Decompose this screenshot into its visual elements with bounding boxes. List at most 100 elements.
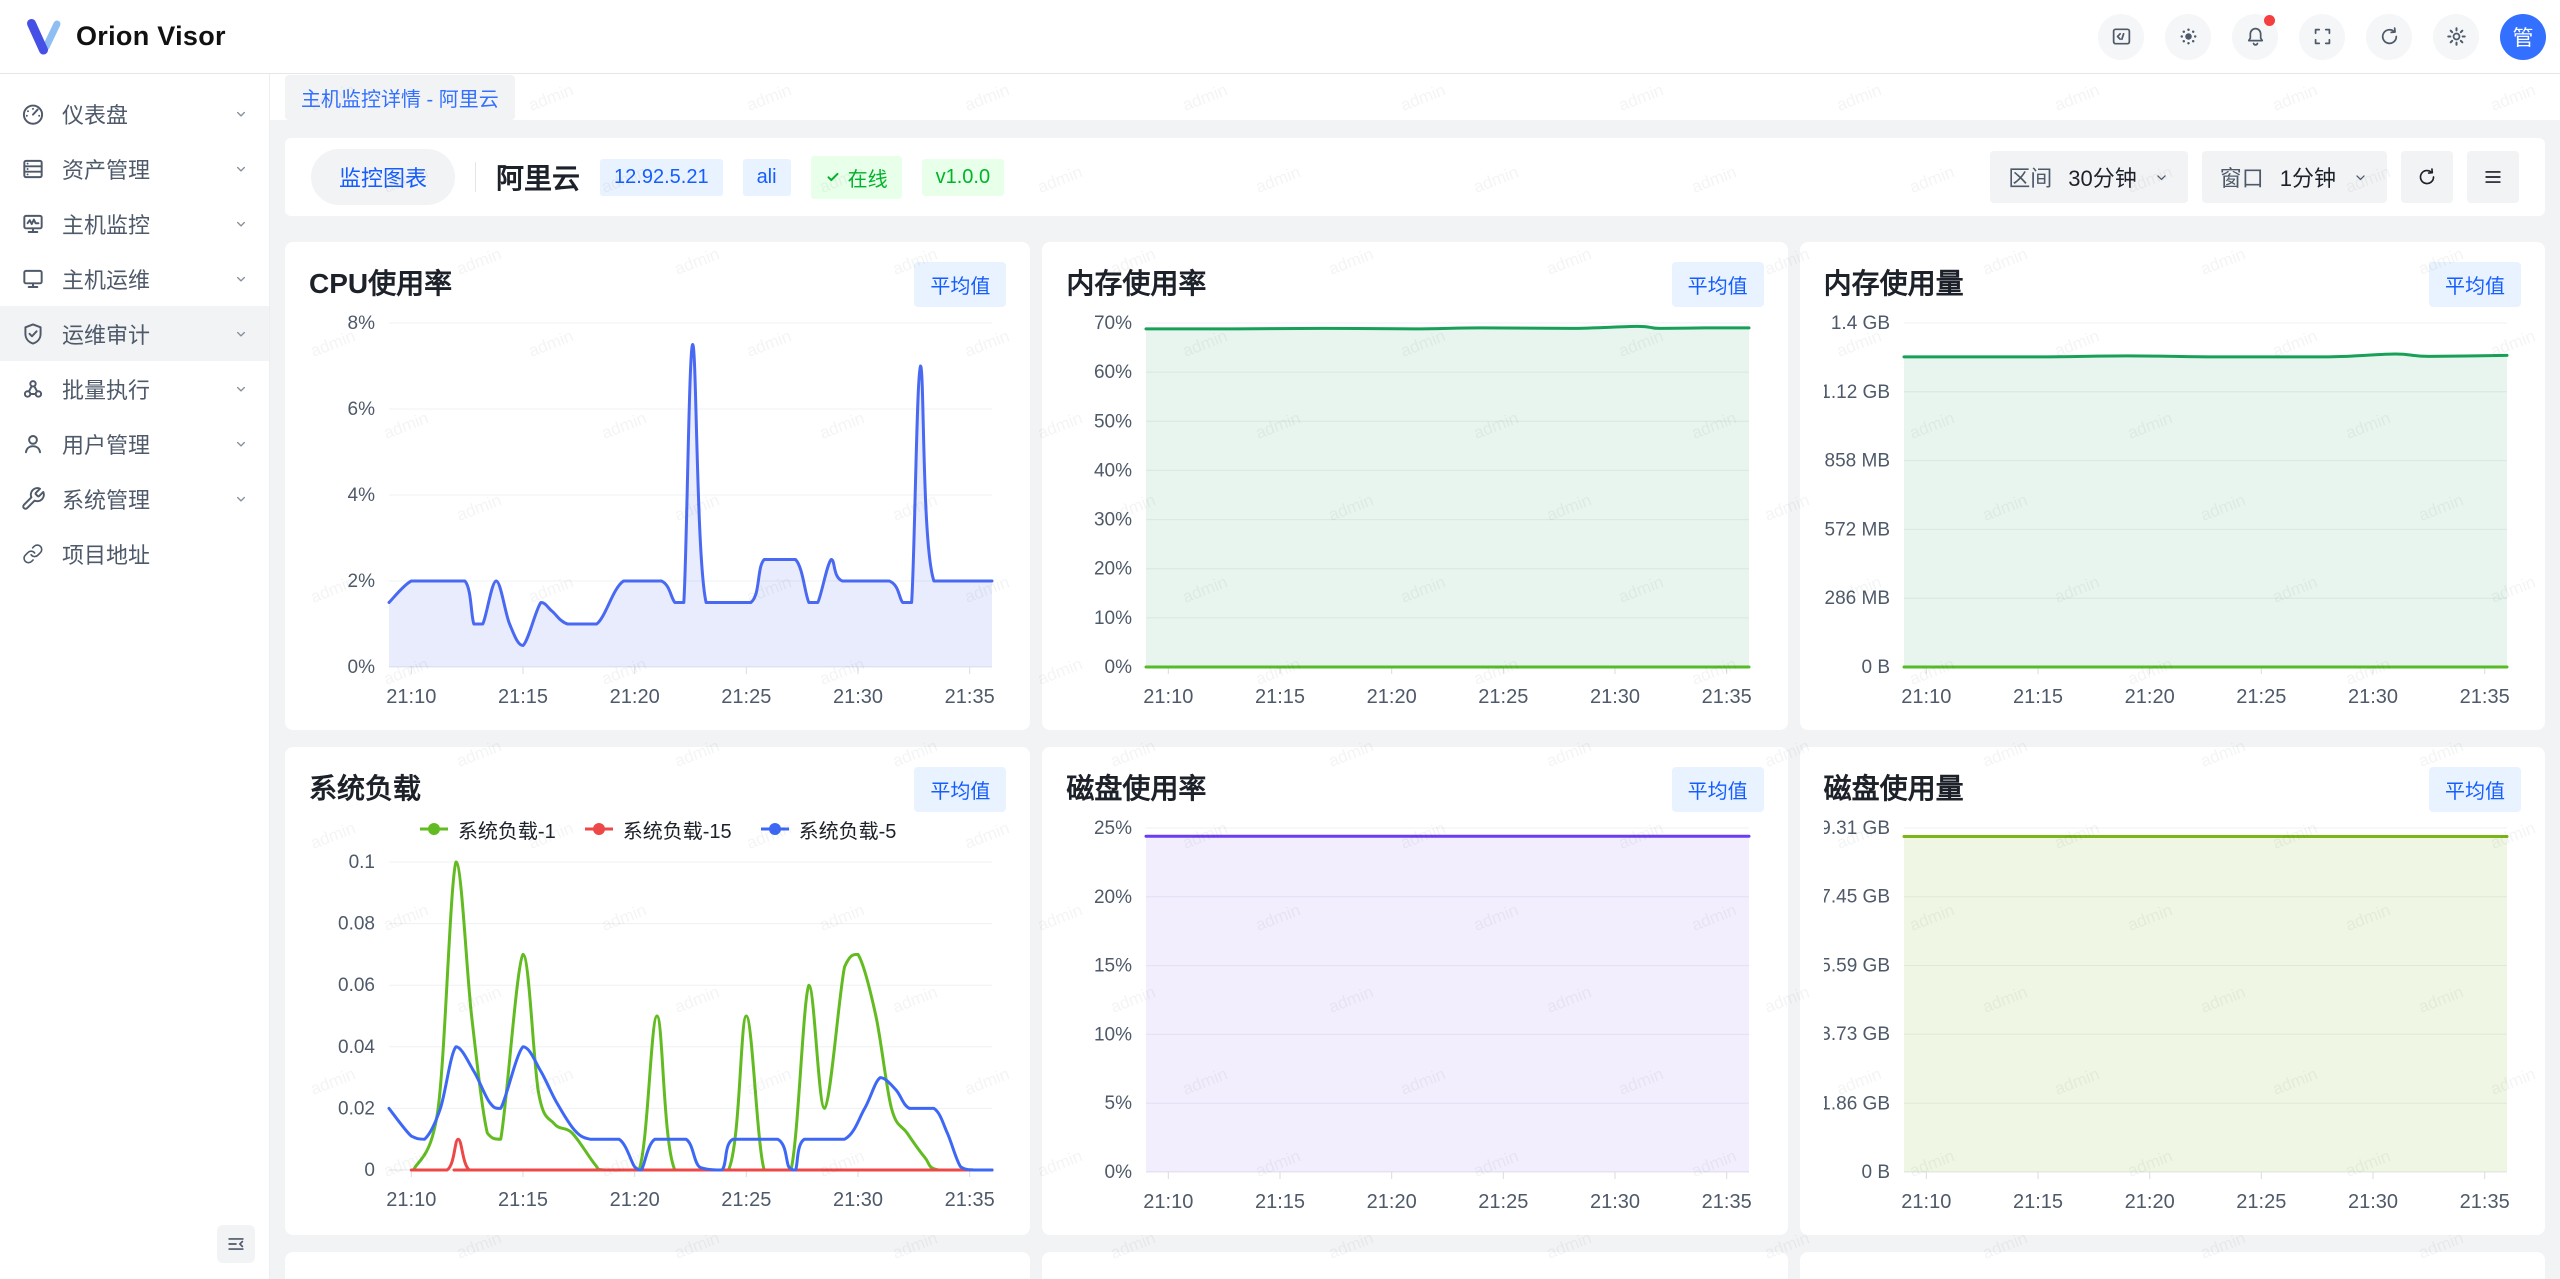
legend-label: 系统负载-15 [623,815,732,844]
chart-title: 磁盘使用率 [1066,767,1206,807]
svg-text:21:35: 21:35 [2459,1191,2509,1213]
chart-card: 磁盘使用量 平均值0 B1.86 GB3.73 GB5.59 GB7.45 GB9… [1800,747,2545,1235]
average-badge: 平均值 [2429,262,2521,307]
sidebar-item-link[interactable]: 项目地址 [0,526,269,581]
chart-card-header: 系统负载平均值 [309,767,1006,812]
svg-text:21:10: 21:10 [386,686,436,708]
chart-canvas: 0 B1.86 GB3.73 GB5.59 GB7.45 GB9.31 GB21… [1824,812,2521,1218]
sidebar-item-system[interactable]: 系统管理 [0,471,269,526]
chart-card-header: 内存使用率平均值 [1066,262,1763,307]
main-content: 监控图表 阿里云 12.92.5.21 ali 在线 v1.0.0 区间 30分… [270,120,2560,1279]
sidebar-item-users[interactable]: 用户管理 [0,416,269,471]
range-select[interactable]: 区间 30分钟 [1990,151,2188,203]
svg-text:21:10: 21:10 [1901,1191,1951,1213]
sidebar-item-batch[interactable]: 批量执行 [0,361,269,416]
svg-text:21:25: 21:25 [721,1189,771,1211]
settings-button[interactable] [2433,14,2479,60]
sidebar-menu: 仪表盘资产管理主机监控主机运维运维审计批量执行用户管理系统管理项目地址 [0,86,269,581]
svg-text:0.06: 0.06 [338,975,375,996]
sidebar-item-label: 批量执行 [62,373,217,405]
tab-host-monitor-detail[interactable]: 主机监控详情 - 阿里云 [285,75,515,120]
svg-text:15%: 15% [1094,956,1132,977]
chart-card [1042,1252,1787,1279]
refresh-button[interactable] [2366,14,2412,60]
svg-text:30%: 30% [1094,510,1132,531]
sidebar-item-label: 仪表盘 [62,98,217,130]
check-icon [825,169,841,185]
monitor-chart-tab[interactable]: 监控图表 [311,149,455,205]
brightness-button[interactable] [2165,14,2211,60]
chart-title: CPU使用率 [309,262,452,302]
legend-item[interactable]: 系统负载-1 [419,815,556,844]
svg-text:858 MB: 858 MB [1824,451,1889,472]
chevron-down-icon [233,271,249,287]
sidebar-item-label: 用户管理 [62,428,217,460]
legend-item[interactable]: 系统负载-15 [584,815,732,844]
chart-title: 磁盘使用量 [1824,767,1964,807]
sidebar-item-label: 主机监控 [62,208,217,240]
chart-card [285,1252,1030,1279]
svg-text:0%: 0% [348,657,376,678]
collapse-sidebar-button[interactable] [217,1225,255,1263]
svg-text:50%: 50% [1094,411,1132,432]
code-settings-button[interactable] [2098,14,2144,60]
host-monitor-icon [20,211,46,237]
fullscreen-icon [2311,25,2334,48]
svg-text:21:15: 21:15 [1255,1191,1305,1213]
svg-text:70%: 70% [1094,313,1132,334]
legend-label: 系统负载-1 [458,815,556,844]
chart-title: 内存使用量 [1824,262,1964,302]
chart-card-header: 磁盘使用量 平均值 [1824,767,2521,812]
chevron-down-icon [2153,169,2170,186]
chart-card: 内存使用量平均值0 B286 MB572 MB858 MB1.12 GB1.4 … [1800,242,2545,730]
audit-icon [20,321,46,347]
sidebar-item-label: 系统管理 [62,483,217,515]
host-version-badge: v1.0.0 [922,159,1004,196]
users-icon [20,431,46,457]
average-badge: 平均值 [2429,767,2521,812]
dashboard-icon [20,101,46,127]
chart-canvas: 0%5%10%15%20%25%21:1021:1521:2021:2521:3… [1066,812,1763,1218]
notification-dot [2264,15,2275,26]
svg-text:21:25: 21:25 [1479,1191,1529,1213]
user-avatar[interactable]: 管 [2500,14,2546,60]
sidebar: 仪表盘资产管理主机监控主机运维运维审计批量执行用户管理系统管理项目地址 [0,74,270,1279]
notifications-button[interactable] [2232,14,2278,60]
notifications-icon [2244,25,2267,48]
batch-icon [20,376,46,402]
svg-text:21:30: 21:30 [2348,686,2398,708]
chart-canvas: 00.020.040.060.080.121:1021:1521:2021:25… [309,846,1006,1216]
window-select-value: 1分钟 [2280,161,2336,193]
chart-card: CPU使用率平均值0%2%4%6%8%21:1021:1521:2021:252… [285,242,1030,730]
refresh-icon [2378,25,2401,48]
link-icon [20,541,46,567]
chart-card-header: 内存使用量 平均值 [1824,262,2521,307]
chart-config-button[interactable] [2467,151,2519,203]
svg-text:1.12 GB: 1.12 GB [1824,382,1890,403]
svg-text:5%: 5% [1105,1093,1133,1114]
chart-card [1800,1252,2545,1279]
svg-text:21:15: 21:15 [1255,686,1305,708]
fullscreen-button[interactable] [2299,14,2345,60]
svg-text:0: 0 [364,1160,375,1181]
range-select-value: 30分钟 [2068,161,2136,193]
sidebar-item-label: 主机运维 [62,263,217,295]
svg-text:4%: 4% [348,485,376,506]
svg-text:21:20: 21:20 [2124,1191,2174,1213]
svg-text:10%: 10% [1094,608,1132,629]
sidebar-item-audit[interactable]: 运维审计 [0,306,269,361]
sidebar-item-assets[interactable]: 资产管理 [0,141,269,196]
chart-canvas: 0%10%20%30%40%50%60%70%21:1021:1521:2021… [1066,307,1763,713]
sidebar-item-host-monitor[interactable]: 主机监控 [0,196,269,251]
chart-title: 内存使用率 [1066,262,1206,302]
svg-text:21:15: 21:15 [2013,1191,2063,1213]
refresh-charts-button[interactable] [2401,151,2453,203]
window-select[interactable]: 窗口 1分钟 [2202,151,2387,203]
brand: Orion Visor [24,17,226,57]
chevron-down-icon [233,381,249,397]
svg-text:21:20: 21:20 [2124,686,2174,708]
legend-item[interactable]: 系统负载-5 [760,815,897,844]
sidebar-item-dashboard[interactable]: 仪表盘 [0,86,269,141]
sidebar-item-host-ops[interactable]: 主机运维 [0,251,269,306]
svg-text:1.86 GB: 1.86 GB [1824,1093,1890,1114]
